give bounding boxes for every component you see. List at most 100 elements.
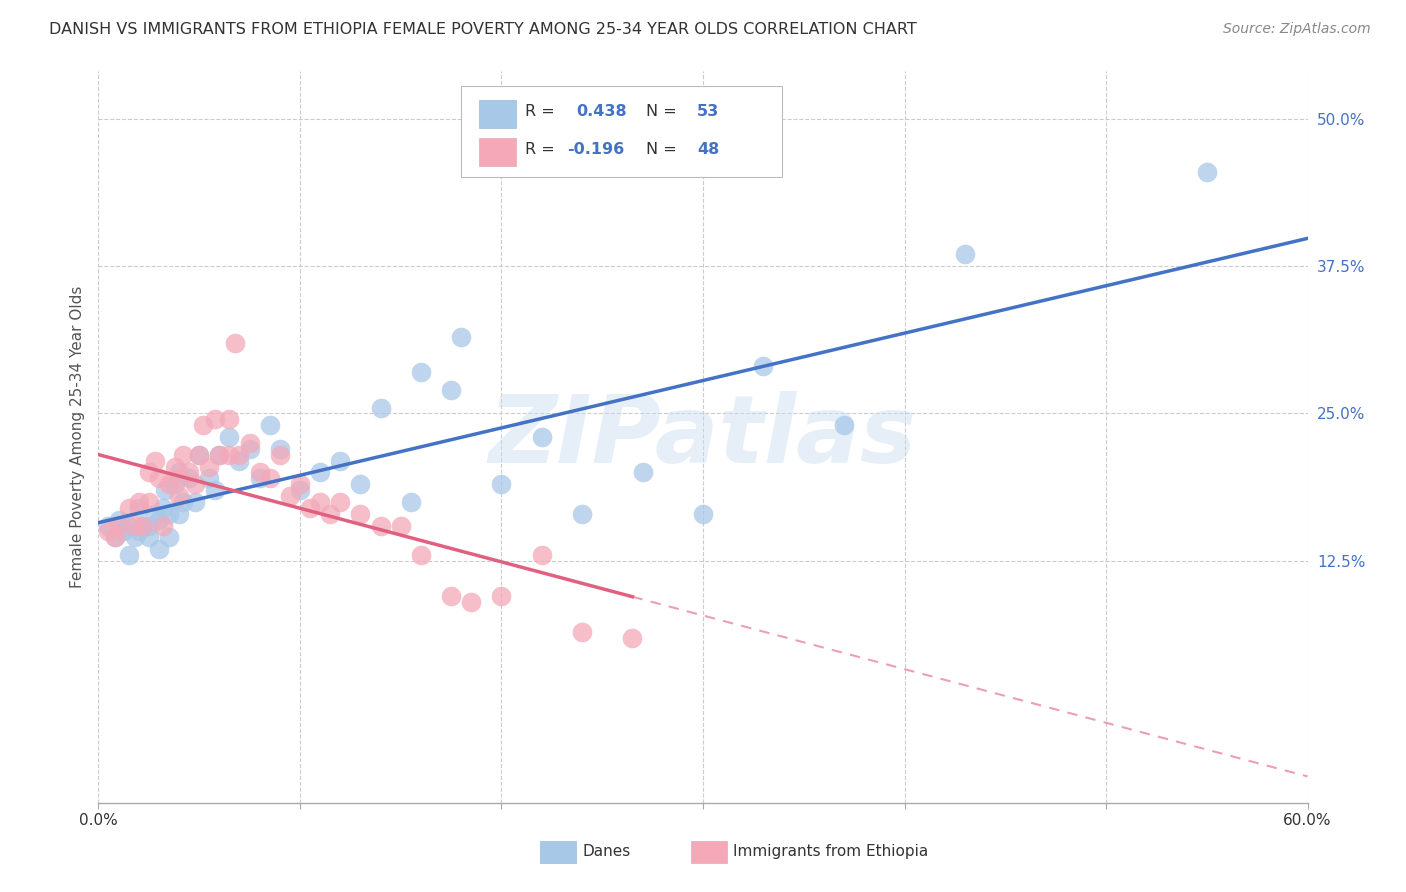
Point bbox=[118, 518, 141, 533]
Point bbox=[188, 448, 211, 462]
Point bbox=[184, 477, 207, 491]
Point bbox=[329, 453, 352, 467]
Point bbox=[621, 631, 644, 645]
Point bbox=[224, 335, 246, 350]
Point bbox=[172, 495, 194, 509]
Point bbox=[288, 483, 311, 498]
Point bbox=[249, 466, 271, 480]
Point bbox=[128, 495, 150, 509]
Text: ZIPatlas: ZIPatlas bbox=[489, 391, 917, 483]
Point bbox=[111, 524, 134, 539]
Point bbox=[309, 466, 332, 480]
Point bbox=[440, 590, 463, 604]
Point bbox=[103, 530, 125, 544]
Point bbox=[269, 442, 291, 456]
Point bbox=[172, 448, 194, 462]
Text: Danes: Danes bbox=[582, 845, 630, 859]
Point bbox=[349, 477, 371, 491]
Point bbox=[107, 513, 129, 527]
Point bbox=[152, 518, 174, 533]
Point bbox=[249, 471, 271, 485]
Y-axis label: Female Poverty Among 25-34 Year Olds: Female Poverty Among 25-34 Year Olds bbox=[69, 286, 84, 588]
Point bbox=[167, 507, 190, 521]
Point bbox=[152, 500, 174, 515]
Point bbox=[198, 459, 221, 474]
Point bbox=[208, 448, 231, 462]
Point bbox=[138, 466, 160, 480]
Text: N =: N = bbox=[647, 142, 682, 157]
Point bbox=[143, 453, 166, 467]
Point bbox=[198, 471, 221, 485]
FancyBboxPatch shape bbox=[540, 841, 576, 863]
Point bbox=[218, 430, 240, 444]
Point bbox=[132, 518, 155, 533]
Point bbox=[259, 418, 281, 433]
Point bbox=[530, 430, 553, 444]
Point bbox=[148, 513, 170, 527]
Point bbox=[118, 548, 141, 562]
Point bbox=[329, 495, 352, 509]
Point bbox=[530, 548, 553, 562]
Point bbox=[491, 477, 513, 491]
Point bbox=[138, 518, 160, 533]
Point bbox=[132, 518, 155, 533]
Text: -0.196: -0.196 bbox=[568, 142, 624, 157]
Point bbox=[288, 477, 311, 491]
Text: R =: R = bbox=[526, 104, 560, 120]
Point bbox=[143, 507, 166, 521]
Point bbox=[184, 495, 207, 509]
Text: R =: R = bbox=[526, 142, 560, 157]
Point bbox=[208, 448, 231, 462]
Point bbox=[128, 500, 150, 515]
Point bbox=[278, 489, 301, 503]
Point bbox=[157, 477, 180, 491]
Point bbox=[631, 466, 654, 480]
Point bbox=[832, 418, 855, 433]
Point bbox=[571, 624, 593, 639]
Point bbox=[167, 489, 190, 503]
Point bbox=[153, 483, 176, 498]
Point bbox=[204, 483, 226, 498]
Point bbox=[440, 383, 463, 397]
Point bbox=[409, 548, 432, 562]
Point bbox=[218, 412, 240, 426]
Point bbox=[370, 401, 392, 415]
Point bbox=[107, 518, 129, 533]
Point bbox=[450, 330, 472, 344]
Point bbox=[97, 518, 120, 533]
FancyBboxPatch shape bbox=[479, 100, 516, 128]
Point bbox=[319, 507, 342, 521]
Point bbox=[399, 495, 422, 509]
Point bbox=[409, 365, 432, 379]
Point bbox=[148, 542, 170, 557]
Point bbox=[124, 530, 146, 544]
Point bbox=[138, 530, 160, 544]
Text: Immigrants from Ethiopia: Immigrants from Ethiopia bbox=[734, 845, 928, 859]
Point bbox=[259, 471, 281, 485]
Point bbox=[239, 436, 262, 450]
Point bbox=[157, 507, 180, 521]
Point bbox=[97, 524, 120, 539]
Text: 0.438: 0.438 bbox=[576, 104, 627, 120]
Point bbox=[157, 530, 180, 544]
Point bbox=[193, 418, 215, 433]
Point bbox=[179, 466, 201, 480]
FancyBboxPatch shape bbox=[461, 86, 782, 178]
Point bbox=[218, 448, 240, 462]
Point bbox=[571, 507, 593, 521]
Point bbox=[167, 466, 190, 480]
Text: N =: N = bbox=[647, 104, 682, 120]
Point bbox=[228, 453, 250, 467]
Point bbox=[269, 448, 291, 462]
Point bbox=[370, 518, 392, 533]
Point bbox=[179, 471, 201, 485]
Point bbox=[349, 507, 371, 521]
FancyBboxPatch shape bbox=[690, 841, 727, 863]
Point bbox=[953, 247, 976, 261]
Point bbox=[148, 471, 170, 485]
Point bbox=[491, 590, 513, 604]
Point bbox=[138, 495, 160, 509]
Point bbox=[309, 495, 332, 509]
Text: DANISH VS IMMIGRANTS FROM ETHIOPIA FEMALE POVERTY AMONG 25-34 YEAR OLDS CORRELAT: DANISH VS IMMIGRANTS FROM ETHIOPIA FEMAL… bbox=[49, 22, 917, 37]
Text: 53: 53 bbox=[697, 104, 720, 120]
